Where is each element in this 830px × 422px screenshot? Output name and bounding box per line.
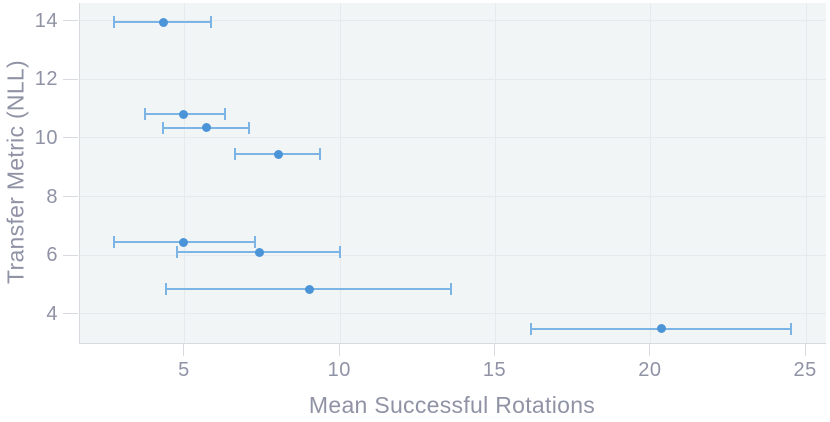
errorbar-cap-left-5 xyxy=(176,246,179,259)
y-tick-label-10: 10 xyxy=(34,126,58,149)
y-tick-4 xyxy=(63,313,78,315)
data-point-2 xyxy=(202,123,212,133)
x-tick-label-15: 15 xyxy=(482,359,507,381)
gridline-y-4 xyxy=(80,313,826,315)
x-tick-5 xyxy=(183,344,185,356)
errorbar-cap-right-0 xyxy=(210,16,213,29)
y-tick-label-12: 12 xyxy=(34,68,58,91)
gridline-y-12 xyxy=(80,78,826,80)
x-tick-label-20: 20 xyxy=(638,359,662,381)
y-tick-12 xyxy=(63,78,78,80)
x-tick-15 xyxy=(494,344,496,356)
errorbar-cap-left-1 xyxy=(143,108,146,121)
y-tick-label-4: 4 xyxy=(46,302,58,325)
errorbar-cap-right-7 xyxy=(789,322,792,335)
gridline-x-25 xyxy=(805,3,807,343)
data-point-6 xyxy=(304,284,314,294)
data-point-3 xyxy=(273,149,283,159)
plot-area xyxy=(79,3,826,344)
errorbar-cap-left-7 xyxy=(530,322,533,335)
errorbar-cap-right-2 xyxy=(247,121,250,134)
gridline-y-14 xyxy=(80,20,826,22)
x-axis-title: Mean Successful Rotations xyxy=(308,392,596,418)
y-tick-8 xyxy=(63,196,78,198)
data-point-4 xyxy=(178,237,188,247)
errorbar-cap-right-6 xyxy=(449,283,452,296)
y-axis-title: Transfer Metric (NLL) xyxy=(2,60,29,284)
y-tick-label-14: 14 xyxy=(34,9,58,32)
errorbar-cap-left-4 xyxy=(112,236,115,249)
errorbar-cap-left-2 xyxy=(162,121,165,134)
gridline-x-15 xyxy=(495,3,497,343)
y-tick-6 xyxy=(63,254,78,256)
data-point-0 xyxy=(158,17,168,27)
gridline-x-5 xyxy=(184,3,186,343)
errorbar-cap-right-1 xyxy=(224,108,227,121)
errorbar-cap-left-3 xyxy=(233,148,236,161)
gridline-y-8 xyxy=(80,196,826,198)
y-tick-label-8: 8 xyxy=(46,185,58,208)
data-point-7 xyxy=(657,324,667,334)
errorbar-cap-right-4 xyxy=(253,236,256,249)
errorbar-cap-right-3 xyxy=(319,148,322,161)
gridline-x-10 xyxy=(339,3,341,343)
data-point-5 xyxy=(255,247,264,257)
data-point-1 xyxy=(178,109,188,119)
gridline-y-6 xyxy=(80,254,826,256)
errorbar-cap-left-0 xyxy=(112,16,115,29)
x-tick-25 xyxy=(804,344,806,356)
x-tick-label-10: 10 xyxy=(327,359,351,381)
errorbar-cap-right-5 xyxy=(339,246,342,259)
gridline-y-10 xyxy=(80,137,826,139)
errorbar-cap-left-6 xyxy=(165,283,168,296)
x-tick-label-25: 25 xyxy=(793,359,817,381)
gridline-x-20 xyxy=(650,3,652,343)
x-tick-20 xyxy=(649,344,651,356)
x-tick-label-5: 5 xyxy=(178,359,190,381)
x-tick-10 xyxy=(338,344,340,356)
y-tick-10 xyxy=(63,137,78,139)
y-tick-14 xyxy=(63,20,78,22)
y-tick-label-6: 6 xyxy=(46,244,58,267)
